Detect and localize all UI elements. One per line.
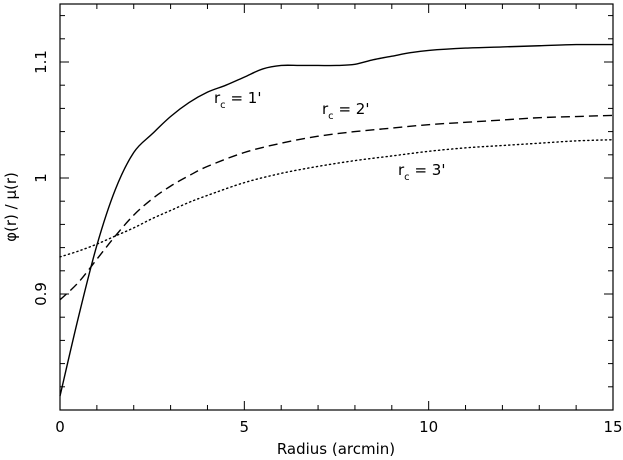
x-tick-label: 0 [55, 418, 65, 436]
y-axis-label: φ(r) / μ(r) [2, 172, 20, 242]
plot-frame [59, 3, 614, 411]
x-tick-label: 10 [419, 418, 438, 436]
annotation-rc-1: rc = 1' [214, 89, 261, 111]
tick-labels: 0 5 10 15 0.9 1 1.1 [32, 50, 623, 436]
series-rc-1-line [59, 43, 614, 397]
annotation-rc-3: rc = 3' [398, 161, 445, 183]
x-axis-label: Radius (arcmin) [277, 440, 395, 458]
y-tick-label: 1 [32, 173, 50, 183]
annotation-rc-2: rc = 2' [322, 100, 369, 122]
y-tick-label: 0.9 [32, 282, 50, 306]
series-annotations: rc = 1' rc = 2' rc = 3' [214, 89, 445, 183]
x-tick-label: 15 [603, 418, 622, 436]
series-rc-2-line [59, 114, 614, 301]
y-tick-label: 1.1 [32, 50, 50, 74]
series-lines [59, 43, 614, 397]
x-tick-label: 5 [240, 418, 250, 436]
axis-ticks [59, 4, 614, 410]
series-rc-3-line [59, 139, 614, 258]
